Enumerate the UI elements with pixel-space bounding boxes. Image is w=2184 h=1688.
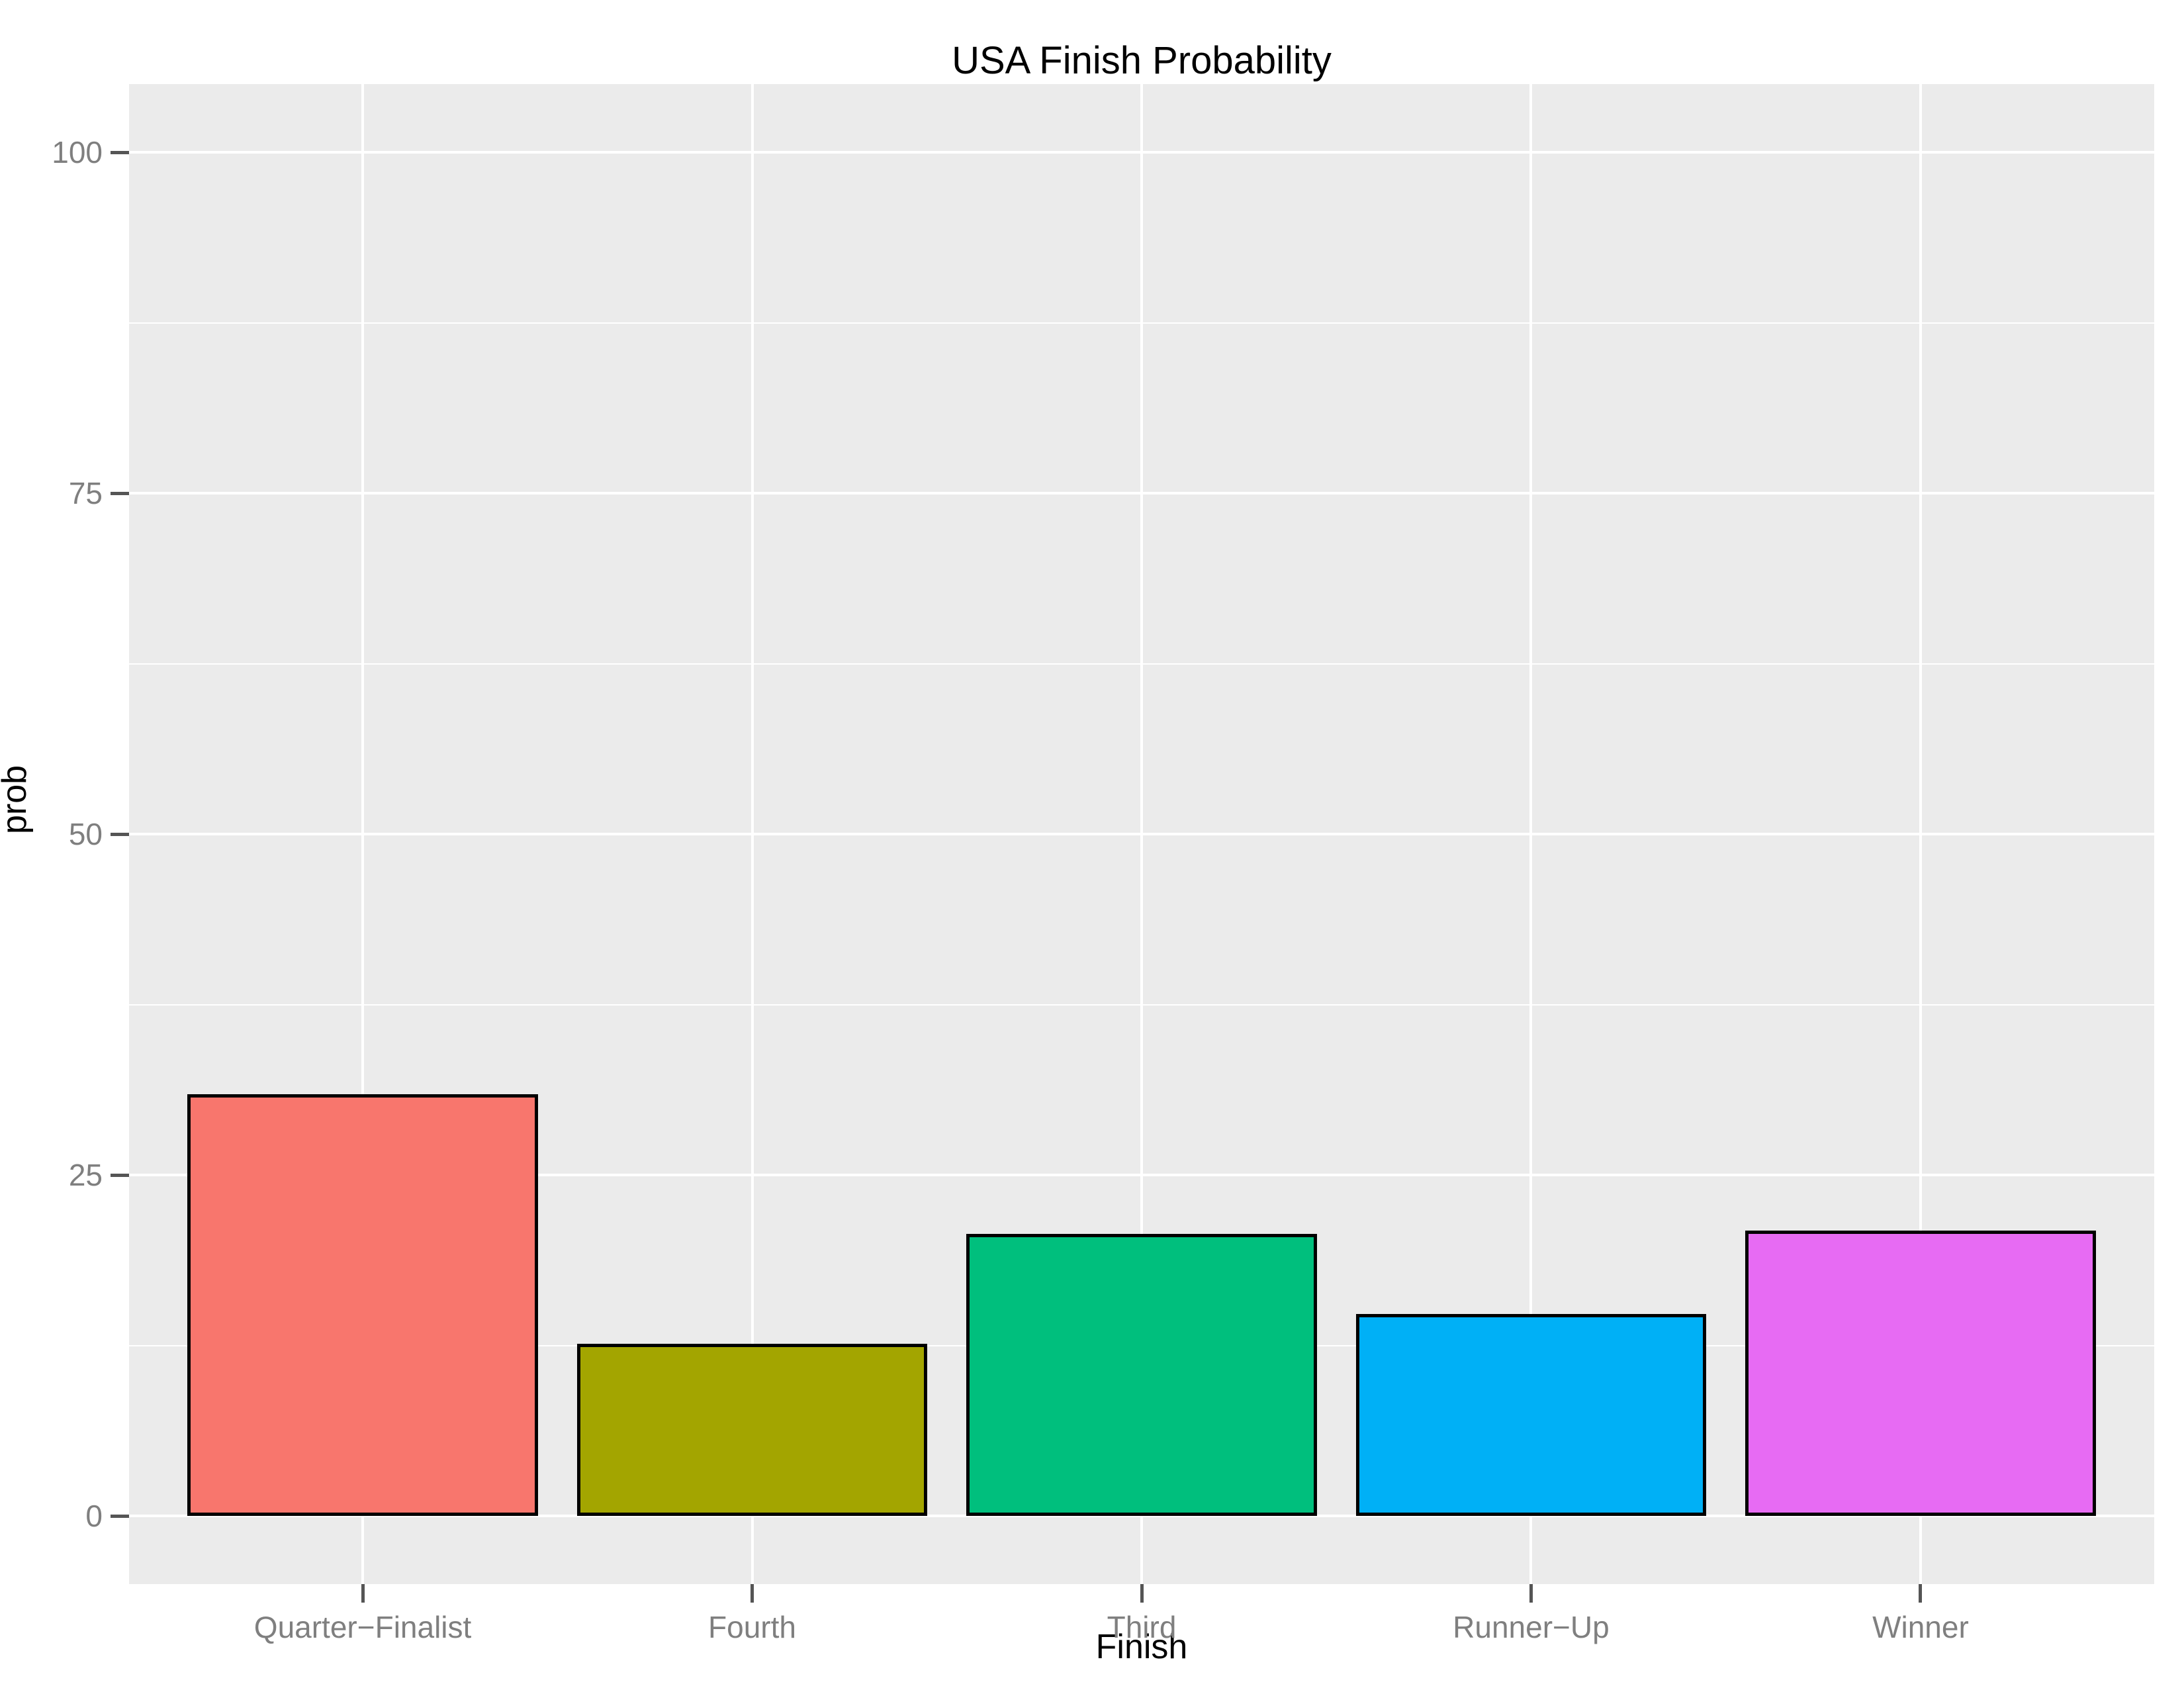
gridline-vertical-major xyxy=(361,84,365,1584)
x-axis-tick-label: Fourth xyxy=(708,1610,796,1644)
x-axis-tick-mark xyxy=(1529,1584,1533,1603)
bar-quarter-finalist xyxy=(187,1094,538,1516)
bar-third xyxy=(966,1233,1317,1516)
x-axis-tick-mark xyxy=(361,1584,365,1603)
gridline-vertical-major xyxy=(751,84,754,1584)
gridline-vertical-major xyxy=(1919,84,1922,1584)
x-axis-tick-mark xyxy=(1919,1584,1923,1603)
x-axis-tick-mark xyxy=(751,1584,754,1603)
y-axis-tick-label: 50 xyxy=(68,817,103,851)
y-axis-tick-label: 0 xyxy=(85,1499,103,1533)
bar-fourth xyxy=(576,1344,928,1516)
y-axis-tick-label: 25 xyxy=(68,1158,103,1192)
gridline-vertical-major xyxy=(1529,84,1533,1584)
x-axis-title: Finish xyxy=(1095,1628,1188,1666)
x-axis-tick-label: Quarter−Finalist xyxy=(253,1610,472,1644)
x-axis-tick-label: Third xyxy=(1107,1610,1177,1644)
y-axis-tick-label: 75 xyxy=(68,476,103,510)
y-axis-tick-label: 100 xyxy=(52,135,103,169)
plot-panel xyxy=(129,84,2154,1584)
y-axis-tick-mark xyxy=(111,150,129,154)
chart-title: USA Finish Probability xyxy=(952,39,1332,82)
bar-runner-up xyxy=(1355,1314,1707,1516)
x-axis-tick-mark xyxy=(1140,1584,1144,1603)
gridline-vertical-major xyxy=(1140,84,1143,1584)
x-axis-tick-label: Winner xyxy=(1872,1610,1969,1644)
x-axis-tick-label: Runner−Up xyxy=(1453,1610,1610,1644)
y-axis-tick-mark xyxy=(111,1173,129,1177)
y-axis-tick-mark xyxy=(111,1514,129,1518)
bar-winner xyxy=(1745,1231,2096,1516)
y-axis-tick-mark xyxy=(111,491,129,495)
y-axis-tick-mark xyxy=(111,832,129,836)
